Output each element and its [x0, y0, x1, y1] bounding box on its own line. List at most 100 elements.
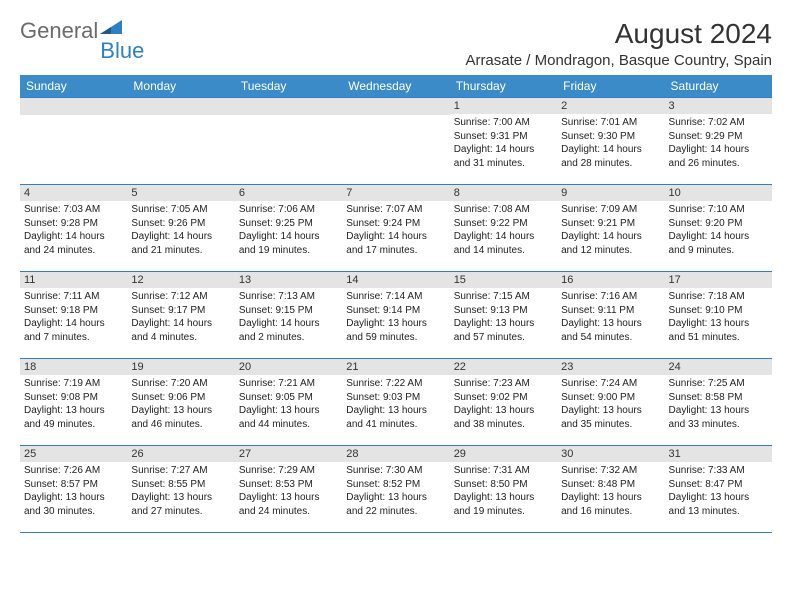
day-number: 26 [127, 446, 234, 462]
day-number: 12 [127, 272, 234, 288]
daylight-text: Daylight: 13 hours and 44 minutes. [239, 404, 338, 431]
day-body: Sunrise: 7:02 AMSunset: 9:29 PMDaylight:… [665, 114, 772, 174]
day-body: Sunrise: 7:13 AMSunset: 9:15 PMDaylight:… [235, 288, 342, 348]
daylight-text: Daylight: 13 hours and 19 minutes. [454, 491, 553, 518]
day-number: 11 [20, 272, 127, 288]
daylight-text: Daylight: 13 hours and 38 minutes. [454, 404, 553, 431]
day-body: Sunrise: 7:16 AMSunset: 9:11 PMDaylight:… [557, 288, 664, 348]
day-body: Sunrise: 7:15 AMSunset: 9:13 PMDaylight:… [450, 288, 557, 348]
day-number: 7 [342, 185, 449, 201]
day-number: 3 [665, 98, 772, 114]
daylight-text: Daylight: 13 hours and 35 minutes. [561, 404, 660, 431]
day-number: 27 [235, 446, 342, 462]
day-cell: 27Sunrise: 7:29 AMSunset: 8:53 PMDayligh… [235, 446, 342, 532]
day-cell: 4Sunrise: 7:03 AMSunset: 9:28 PMDaylight… [20, 185, 127, 271]
sunrise-text: Sunrise: 7:15 AM [454, 290, 553, 304]
sunrise-text: Sunrise: 7:06 AM [239, 203, 338, 217]
sunrise-text: Sunrise: 7:12 AM [131, 290, 230, 304]
sunset-text: Sunset: 9:21 PM [561, 217, 660, 231]
day-body: Sunrise: 7:24 AMSunset: 9:00 PMDaylight:… [557, 375, 664, 435]
day-body: Sunrise: 7:23 AMSunset: 9:02 PMDaylight:… [450, 375, 557, 435]
day-body: Sunrise: 7:22 AMSunset: 9:03 PMDaylight:… [342, 375, 449, 435]
day-number: 2 [557, 98, 664, 114]
sunrise-text: Sunrise: 7:20 AM [131, 377, 230, 391]
daylight-text: Daylight: 13 hours and 59 minutes. [346, 317, 445, 344]
logo-text-blue: Blue [100, 38, 144, 64]
weeks-container: 1Sunrise: 7:00 AMSunset: 9:31 PMDaylight… [20, 97, 772, 533]
day-number: 13 [235, 272, 342, 288]
sunset-text: Sunset: 9:05 PM [239, 391, 338, 405]
sunrise-text: Sunrise: 7:02 AM [669, 116, 768, 130]
day-body: Sunrise: 7:27 AMSunset: 8:55 PMDaylight:… [127, 462, 234, 522]
logo-triangle-icon [100, 20, 122, 38]
daylight-text: Daylight: 14 hours and 17 minutes. [346, 230, 445, 257]
dow-cell: Sunday [20, 75, 127, 97]
sunrise-text: Sunrise: 7:11 AM [24, 290, 123, 304]
sunset-text: Sunset: 9:00 PM [561, 391, 660, 405]
day-number: 29 [450, 446, 557, 462]
daylight-text: Daylight: 13 hours and 30 minutes. [24, 491, 123, 518]
day-cell: 11Sunrise: 7:11 AMSunset: 9:18 PMDayligh… [20, 272, 127, 358]
day-cell: 19Sunrise: 7:20 AMSunset: 9:06 PMDayligh… [127, 359, 234, 445]
day-cell: 2Sunrise: 7:01 AMSunset: 9:30 PMDaylight… [557, 98, 664, 184]
daylight-text: Daylight: 14 hours and 24 minutes. [24, 230, 123, 257]
day-number: 19 [127, 359, 234, 375]
day-body: Sunrise: 7:10 AMSunset: 9:20 PMDaylight:… [665, 201, 772, 261]
day-number-empty [127, 98, 234, 115]
sunrise-text: Sunrise: 7:30 AM [346, 464, 445, 478]
sunrise-text: Sunrise: 7:25 AM [669, 377, 768, 391]
day-cell: 6Sunrise: 7:06 AMSunset: 9:25 PMDaylight… [235, 185, 342, 271]
daylight-text: Daylight: 13 hours and 54 minutes. [561, 317, 660, 344]
day-of-week-header: SundayMondayTuesdayWednesdayThursdayFrid… [20, 75, 772, 97]
dow-cell: Wednesday [342, 75, 449, 97]
title-block: August 2024 Arrasate / Mondragon, Basque… [465, 18, 772, 69]
sunrise-text: Sunrise: 7:27 AM [131, 464, 230, 478]
day-number: 4 [20, 185, 127, 201]
day-cell: 29Sunrise: 7:31 AMSunset: 8:50 PMDayligh… [450, 446, 557, 532]
daylight-text: Daylight: 13 hours and 16 minutes. [561, 491, 660, 518]
day-body: Sunrise: 7:05 AMSunset: 9:26 PMDaylight:… [127, 201, 234, 261]
sunset-text: Sunset: 9:03 PM [346, 391, 445, 405]
month-title: August 2024 [465, 18, 772, 50]
day-cell: 30Sunrise: 7:32 AMSunset: 8:48 PMDayligh… [557, 446, 664, 532]
daylight-text: Daylight: 13 hours and 22 minutes. [346, 491, 445, 518]
sunset-text: Sunset: 9:14 PM [346, 304, 445, 318]
dow-cell: Saturday [665, 75, 772, 97]
day-cell: 8Sunrise: 7:08 AMSunset: 9:22 PMDaylight… [450, 185, 557, 271]
sunset-text: Sunset: 9:25 PM [239, 217, 338, 231]
day-cell: 31Sunrise: 7:33 AMSunset: 8:47 PMDayligh… [665, 446, 772, 532]
day-body: Sunrise: 7:20 AMSunset: 9:06 PMDaylight:… [127, 375, 234, 435]
sunset-text: Sunset: 8:50 PM [454, 478, 553, 492]
sunrise-text: Sunrise: 7:26 AM [24, 464, 123, 478]
day-number: 28 [342, 446, 449, 462]
day-body: Sunrise: 7:18 AMSunset: 9:10 PMDaylight:… [665, 288, 772, 348]
day-cell: 1Sunrise: 7:00 AMSunset: 9:31 PMDaylight… [450, 98, 557, 184]
sunrise-text: Sunrise: 7:03 AM [24, 203, 123, 217]
sunset-text: Sunset: 9:26 PM [131, 217, 230, 231]
day-cell [235, 98, 342, 184]
daylight-text: Daylight: 14 hours and 31 minutes. [454, 143, 553, 170]
daylight-text: Daylight: 13 hours and 46 minutes. [131, 404, 230, 431]
sunset-text: Sunset: 9:13 PM [454, 304, 553, 318]
sunset-text: Sunset: 9:20 PM [669, 217, 768, 231]
day-number: 25 [20, 446, 127, 462]
day-body: Sunrise: 7:06 AMSunset: 9:25 PMDaylight:… [235, 201, 342, 261]
sunset-text: Sunset: 9:10 PM [669, 304, 768, 318]
week-row: 18Sunrise: 7:19 AMSunset: 9:08 PMDayligh… [20, 358, 772, 445]
day-body: Sunrise: 7:09 AMSunset: 9:21 PMDaylight:… [557, 201, 664, 261]
sunset-text: Sunset: 9:18 PM [24, 304, 123, 318]
day-cell [127, 98, 234, 184]
sunrise-text: Sunrise: 7:32 AM [561, 464, 660, 478]
sunset-text: Sunset: 9:30 PM [561, 130, 660, 144]
daylight-text: Daylight: 14 hours and 26 minutes. [669, 143, 768, 170]
day-number: 24 [665, 359, 772, 375]
day-body: Sunrise: 7:21 AMSunset: 9:05 PMDaylight:… [235, 375, 342, 435]
sunset-text: Sunset: 8:47 PM [669, 478, 768, 492]
day-body: Sunrise: 7:14 AMSunset: 9:14 PMDaylight:… [342, 288, 449, 348]
sunset-text: Sunset: 8:57 PM [24, 478, 123, 492]
day-cell: 7Sunrise: 7:07 AMSunset: 9:24 PMDaylight… [342, 185, 449, 271]
day-number: 14 [342, 272, 449, 288]
day-cell: 28Sunrise: 7:30 AMSunset: 8:52 PMDayligh… [342, 446, 449, 532]
day-cell [342, 98, 449, 184]
day-cell: 5Sunrise: 7:05 AMSunset: 9:26 PMDaylight… [127, 185, 234, 271]
